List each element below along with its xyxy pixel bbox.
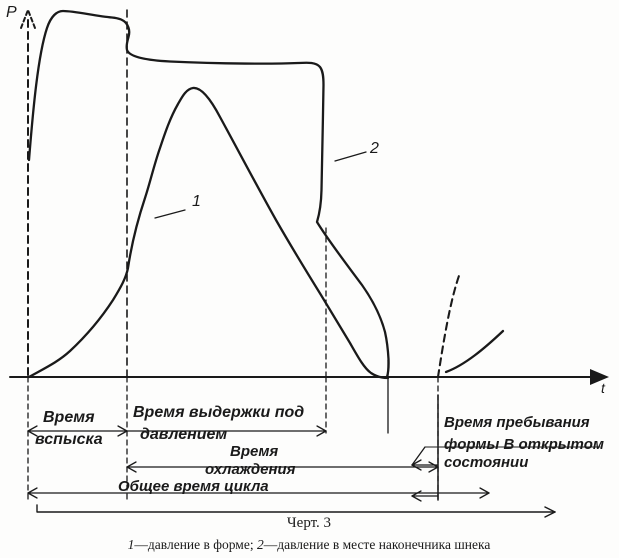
svg-text:Общее время цикла: Общее время цикла (118, 478, 269, 495)
svg-text:давлением: давлением (140, 426, 227, 443)
svg-text:Время: Время (43, 409, 95, 426)
svg-text:Время пребывания: Время пребывания (444, 414, 590, 431)
svg-text:Черт. 3: Черт. 3 (287, 515, 331, 531)
svg-text:1—давление в форме; 2—давление: 1—давление в форме; 2—давление в месте н… (128, 537, 491, 552)
svg-text:формы В открытом: формы В открытом (444, 436, 604, 453)
svg-text:2: 2 (369, 140, 379, 157)
svg-text:охлаждения: охлаждения (205, 461, 296, 478)
svg-text:вспыска: вспыска (35, 431, 103, 448)
svg-text:состоянии: состоянии (444, 454, 528, 471)
svg-text:Время выдержки под: Время выдержки под (133, 404, 304, 421)
svg-text:1: 1 (192, 193, 201, 210)
svg-text:Время: Время (230, 443, 278, 460)
svg-text:P: P (6, 4, 17, 21)
